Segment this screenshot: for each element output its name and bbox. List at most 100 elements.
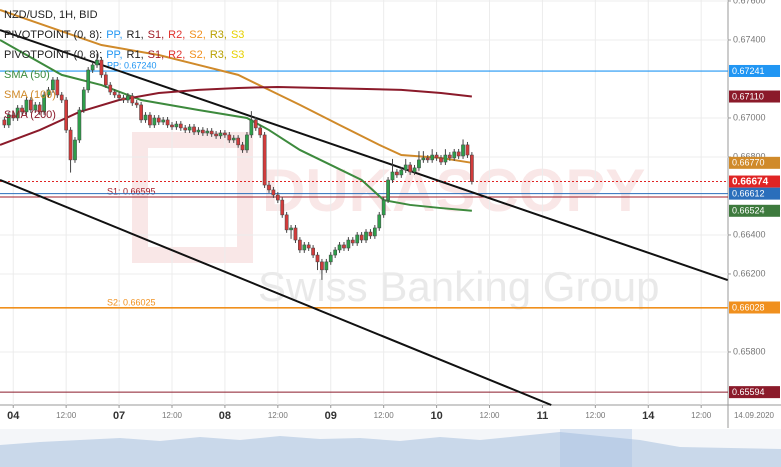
candle-body — [231, 137, 236, 141]
candle-body — [395, 171, 399, 176]
candle-body — [408, 164, 412, 173]
price-marker — [729, 175, 780, 188]
candle-body — [20, 107, 24, 113]
pivot-label: S2: 0.66025 — [107, 297, 156, 307]
watermark-brand: DUKASCOPY — [262, 157, 645, 224]
watermark-tagline: Swiss Banking Group — [258, 263, 660, 310]
candle-body — [170, 124, 174, 128]
candle-body — [112, 91, 117, 96]
trendline — [0, 179, 552, 406]
candle-body — [328, 254, 333, 263]
candle-body — [165, 119, 170, 126]
candle-body — [275, 194, 280, 201]
candle-body — [381, 199, 386, 216]
price-marker-label: 0.66612 — [732, 189, 765, 199]
candle-body — [148, 114, 152, 126]
candle-body — [205, 130, 210, 134]
y-tick-label: 0.65800 — [733, 346, 766, 356]
candle-body — [81, 89, 86, 111]
candle-body — [298, 239, 302, 251]
candle-body — [2, 119, 7, 126]
candle-body — [178, 123, 183, 129]
candle-body — [377, 214, 382, 229]
candle-body — [417, 159, 421, 169]
candle-body — [412, 167, 417, 173]
candle-body — [346, 239, 351, 249]
sma-line — [0, 8, 473, 164]
watermark-logo — [132, 132, 253, 263]
candle-body — [187, 126, 192, 131]
candle-body — [33, 104, 38, 111]
x-axis-band — [0, 405, 728, 428]
price-marker — [729, 386, 780, 399]
candle-body — [320, 261, 324, 271]
legend-entry: SMA (200) — [4, 109, 56, 121]
sma-line — [0, 39, 472, 212]
indicator-legend: PIVOTPOINT (0, 8): PP, R1, S1, R2, S2, R3, S3 — [4, 29, 244, 41]
candle-body — [90, 64, 95, 71]
candle-body — [86, 69, 91, 91]
candle-body — [99, 59, 104, 76]
candle-body — [240, 144, 245, 151]
x-tick-label: 07 — [113, 410, 125, 422]
indicator-level: S2, — [189, 29, 206, 41]
candle-body — [430, 154, 435, 161]
candle-body — [117, 94, 121, 99]
candle-body — [95, 59, 99, 66]
candle-body — [196, 129, 201, 133]
x-tick-label: 12:00 — [162, 411, 183, 420]
candle-body — [271, 189, 276, 196]
candle-body — [161, 119, 166, 123]
indicator-name: PIVOTPOINT (0, 8): — [4, 49, 102, 61]
candle-body — [249, 119, 254, 136]
candle-body — [37, 104, 42, 113]
legend-entry: SMA (50) — [4, 69, 50, 81]
y-tick-label: 0.67400 — [733, 34, 766, 44]
indicator-level: S1, — [148, 29, 165, 41]
indicator-level: R2, — [168, 29, 185, 41]
price-marker-label: 0.65594 — [732, 387, 765, 397]
price-marker — [729, 187, 780, 200]
candle-body — [470, 154, 474, 182]
candle-body — [315, 254, 320, 263]
candle-body — [134, 102, 139, 106]
indicator-level: S3 — [231, 49, 244, 61]
candle-body — [126, 95, 130, 101]
price-marker — [729, 156, 780, 169]
price-marker-label: 0.67241 — [732, 66, 765, 76]
candle-body — [333, 249, 338, 256]
pivot-label: PP: 0.67240 — [107, 61, 157, 71]
candle-body — [152, 117, 157, 126]
candle-body — [337, 244, 342, 251]
price-marker — [729, 64, 780, 77]
indicator-level: R1, — [127, 49, 144, 61]
price-marker — [729, 301, 780, 314]
candle-body — [223, 132, 227, 136]
candle-body — [214, 133, 218, 137]
price-marker-label: 0.66674 — [732, 177, 769, 188]
navigator-window — [560, 429, 632, 467]
candle-body — [103, 74, 108, 86]
candle-body — [236, 137, 240, 146]
candle-body — [262, 134, 267, 186]
indicator-level: S1, — [148, 49, 165, 61]
watermark: DUKASCOPY Swiss Banking Group — [132, 132, 660, 310]
candle-body — [421, 157, 426, 161]
candle-body — [156, 117, 161, 123]
indicator-level: PP, — [106, 49, 122, 61]
candle-body — [403, 164, 408, 171]
indicator-level: R3, — [210, 49, 227, 61]
candle-body — [372, 227, 377, 237]
candle-body — [245, 134, 249, 151]
candle-body — [11, 114, 16, 119]
legend-entry: SMA (100) — [4, 89, 56, 101]
candle-body — [368, 231, 373, 237]
candle-body — [359, 234, 364, 241]
candle-body — [302, 244, 307, 251]
candle-body — [64, 99, 68, 131]
candle-body — [108, 84, 113, 93]
y-tick-label: 0.66400 — [733, 229, 766, 239]
indicator-level: R2, — [168, 49, 185, 61]
candle-body — [46, 89, 51, 96]
